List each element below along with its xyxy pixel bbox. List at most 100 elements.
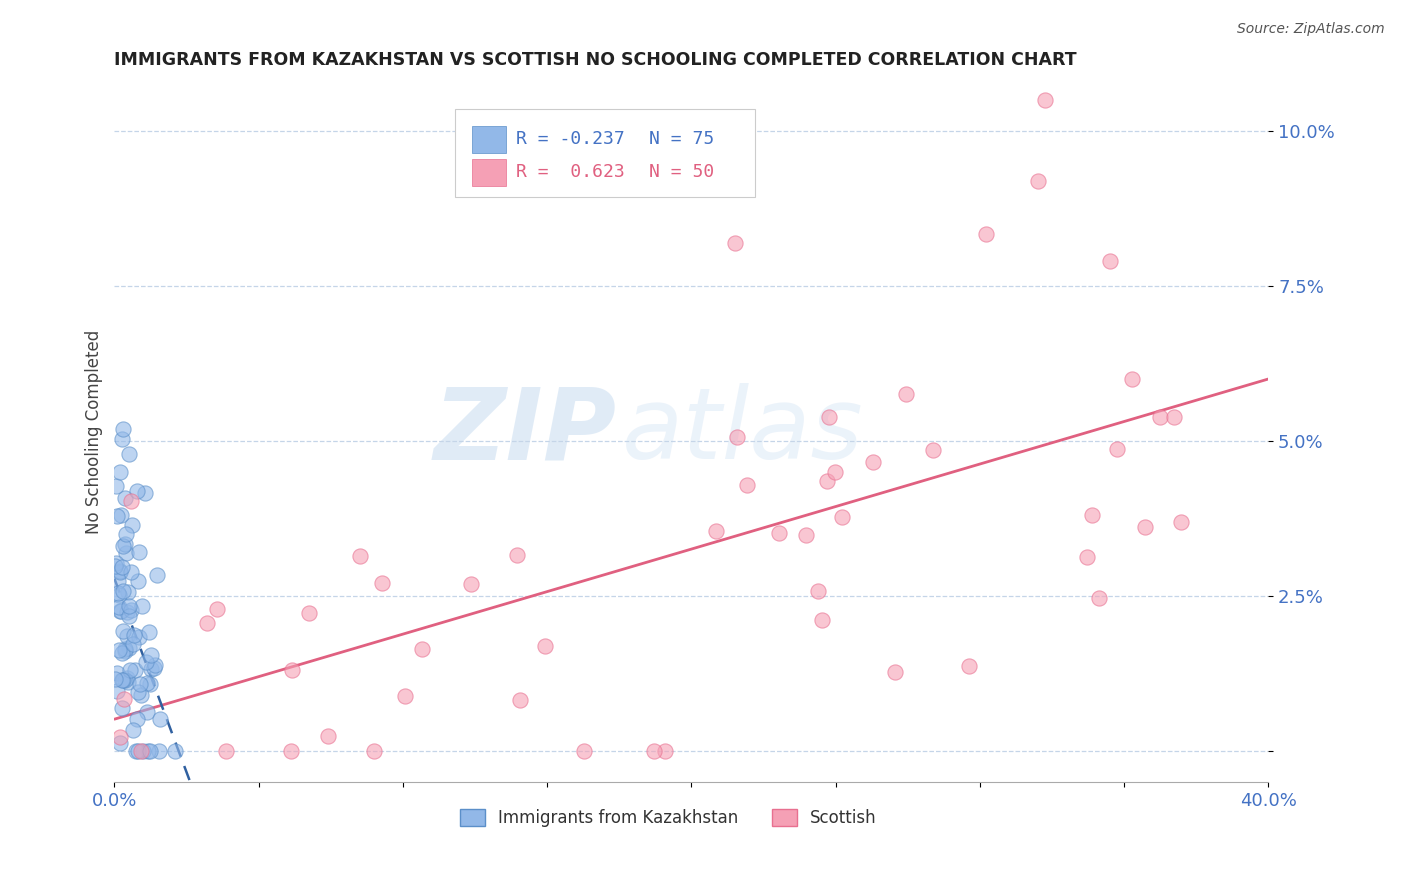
Point: [214, 744, 236, 758]
Text: N = 75: N = 75: [648, 130, 714, 148]
Point: [139, 662, 162, 676]
Point: [363, 744, 385, 758]
Point: [974, 227, 997, 241]
Point: [506, 549, 529, 563]
Point: [131, 599, 153, 614]
Point: [129, 744, 152, 758]
Point: [1135, 520, 1157, 534]
Point: [120, 566, 142, 580]
Point: [136, 676, 159, 690]
Point: [127, 483, 149, 498]
Point: [105, 478, 128, 492]
Point: [371, 575, 394, 590]
Point: [735, 478, 758, 492]
Point: [115, 671, 138, 685]
FancyBboxPatch shape: [472, 159, 506, 186]
Point: [1121, 372, 1143, 386]
Point: [139, 744, 162, 758]
Point: [111, 539, 134, 553]
Point: [411, 641, 433, 656]
Point: [122, 628, 145, 642]
Point: [111, 646, 134, 660]
Point: [104, 558, 127, 573]
Point: [122, 723, 145, 737]
Point: [108, 564, 131, 578]
Point: [105, 508, 128, 523]
Point: [205, 602, 228, 616]
Text: R =  0.623: R = 0.623: [516, 163, 624, 181]
Point: [768, 525, 790, 540]
Point: [127, 744, 149, 758]
Point: [129, 688, 152, 702]
Point: [104, 556, 127, 570]
Legend: Immigrants from Kazakhstan, Scottish: Immigrants from Kazakhstan, Scottish: [453, 802, 883, 834]
Point: [107, 586, 129, 600]
Point: [111, 700, 134, 714]
Text: Source: ZipAtlas.com: Source: ZipAtlas.com: [1237, 22, 1385, 37]
Point: [811, 613, 834, 627]
Point: [111, 560, 134, 574]
Point: [1149, 410, 1171, 425]
Point: [110, 508, 132, 522]
Point: [121, 517, 143, 532]
Point: [117, 605, 139, 619]
FancyBboxPatch shape: [472, 126, 506, 153]
Point: [1076, 550, 1098, 565]
Point: [135, 655, 157, 669]
Point: [138, 677, 160, 691]
Point: [108, 566, 131, 580]
Point: [143, 658, 166, 673]
Point: [1170, 515, 1192, 529]
Point: [118, 641, 141, 656]
Point: [111, 583, 134, 598]
Point: [110, 673, 132, 687]
Point: [572, 744, 595, 758]
Point: [125, 712, 148, 726]
Point: [643, 744, 665, 758]
Point: [509, 693, 531, 707]
FancyBboxPatch shape: [454, 110, 755, 197]
Point: [394, 689, 416, 703]
Point: [896, 386, 918, 401]
Point: [725, 430, 748, 444]
Point: [114, 642, 136, 657]
Point: [108, 588, 131, 602]
Point: [105, 666, 128, 681]
Point: [115, 629, 138, 643]
Text: atlas: atlas: [621, 384, 863, 481]
Point: [297, 606, 319, 620]
Point: [118, 599, 141, 614]
Point: [1088, 591, 1111, 606]
Point: [128, 630, 150, 644]
Point: [139, 648, 162, 663]
Point: [1107, 442, 1129, 456]
Point: [107, 574, 129, 589]
Point: [114, 673, 136, 687]
Point: [112, 624, 135, 639]
Point: [120, 603, 142, 617]
Text: R = -0.237: R = -0.237: [516, 130, 624, 148]
Point: [318, 729, 340, 743]
Point: [280, 663, 302, 677]
Point: [1033, 93, 1056, 107]
Point: [654, 744, 676, 758]
Y-axis label: No Schooling Completed: No Schooling Completed: [86, 330, 103, 534]
Point: [921, 443, 943, 458]
Point: [117, 608, 139, 623]
Point: [111, 432, 134, 446]
Point: [534, 640, 557, 654]
Point: [136, 705, 159, 719]
Point: [127, 685, 149, 699]
Point: [148, 744, 170, 758]
Point: [862, 455, 884, 469]
Point: [112, 673, 135, 687]
Point: [136, 744, 159, 758]
Point: [163, 743, 186, 757]
Point: [143, 661, 166, 675]
Point: [957, 659, 980, 673]
Point: [1098, 254, 1121, 268]
Point: [831, 509, 853, 524]
Point: [1026, 173, 1049, 187]
Point: [127, 574, 149, 588]
Text: N = 50: N = 50: [648, 163, 714, 181]
